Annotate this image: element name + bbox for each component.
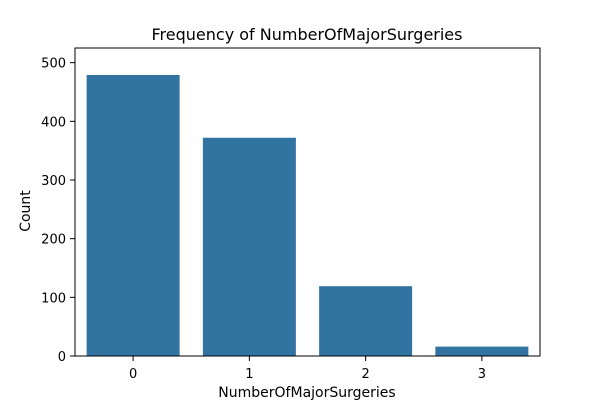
bars-group [86,74,529,356]
x-tick-label: 3 [478,367,486,382]
x-tick-label: 0 [129,367,137,382]
x-axis: 0 1 2 3 [129,356,486,382]
bar-1 [202,137,296,356]
y-tick-label: 100 [41,291,66,306]
bar-2 [319,286,413,356]
bar-0 [86,74,180,356]
plot-frame [74,47,541,357]
x-tick-label: 2 [361,367,369,382]
y-tick-label: 300 [41,174,66,189]
y-tick-label: 0 [58,350,66,365]
x-axis-label: NumberOfMajorSurgeries [218,385,395,400]
y-axis: 0 100 200 300 400 500 [41,57,75,365]
bar-3 [435,346,529,356]
x-tick-label: 1 [245,367,253,382]
chart-title: Frequency of NumberOfMajorSurgeries [152,25,463,44]
y-axis-label: Count [18,190,34,232]
y-tick-label: 400 [41,115,66,130]
y-tick-label: 500 [41,57,66,72]
y-tick-label: 200 [41,233,66,248]
